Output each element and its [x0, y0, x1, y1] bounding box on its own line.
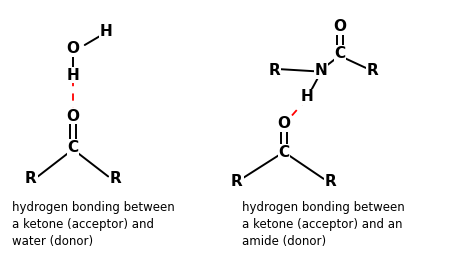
- Text: R: R: [109, 171, 121, 186]
- Text: O: O: [66, 109, 80, 124]
- Text: C: C: [278, 145, 290, 160]
- Text: H: H: [100, 24, 112, 39]
- Text: C: C: [335, 46, 346, 61]
- Text: N: N: [315, 63, 328, 78]
- Text: R: R: [269, 63, 280, 78]
- Text: hydrogen bonding between
a ketone (acceptor) and
water (donor): hydrogen bonding between a ketone (accep…: [12, 200, 175, 248]
- Text: R: R: [231, 174, 243, 189]
- Text: R: R: [367, 63, 379, 78]
- Text: H: H: [301, 89, 314, 104]
- Text: R: R: [25, 171, 37, 186]
- Text: C: C: [67, 140, 79, 155]
- Text: H: H: [67, 68, 80, 83]
- Text: O: O: [334, 19, 346, 34]
- Text: R: R: [325, 174, 337, 189]
- Text: O: O: [277, 116, 291, 131]
- Text: hydrogen bonding between
a ketone (acceptor) and an
amide (donor): hydrogen bonding between a ketone (accep…: [242, 200, 404, 248]
- Text: O: O: [66, 41, 80, 56]
